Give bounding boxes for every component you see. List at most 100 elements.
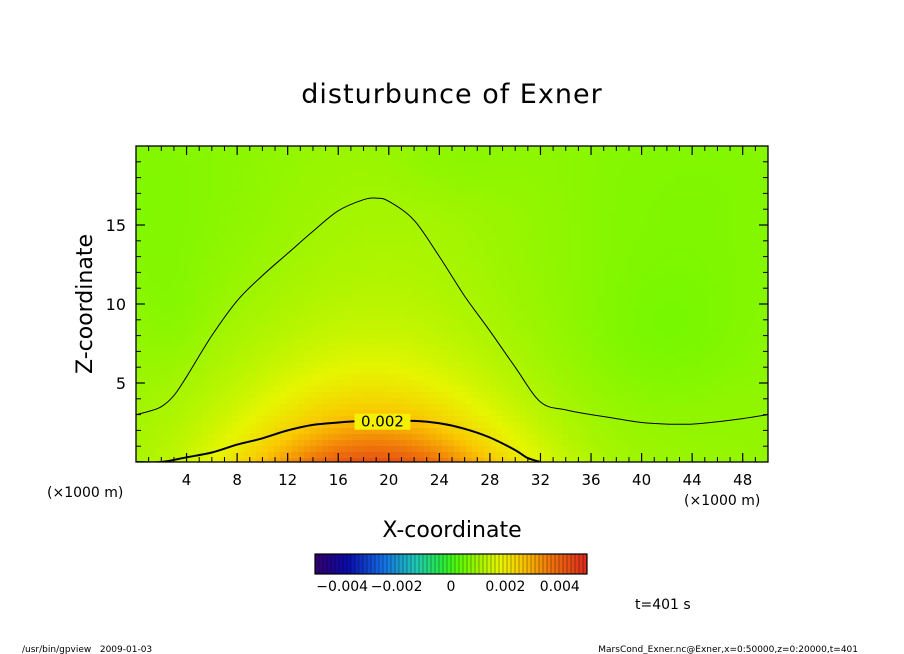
heatmap-cell — [154, 152, 161, 159]
heatmap-cell — [382, 428, 389, 435]
heatmap-cell — [142, 416, 149, 423]
heatmap-cell — [448, 248, 455, 255]
heatmap-cell — [556, 452, 563, 459]
heatmap-cell — [454, 176, 461, 183]
heatmap-cell — [466, 398, 473, 405]
heatmap-cell — [316, 188, 323, 195]
heatmap-cell — [538, 164, 545, 171]
heatmap-cell — [268, 386, 275, 393]
heatmap-cell — [142, 248, 149, 255]
heatmap-cell — [358, 350, 365, 357]
heatmap-cell — [268, 224, 275, 231]
heatmap-cell — [334, 326, 341, 333]
heatmap-cell — [142, 206, 149, 213]
heatmap-cell — [550, 212, 557, 219]
heatmap-cell — [364, 182, 371, 189]
heatmap-cell — [490, 194, 497, 201]
heatmap-cell — [322, 284, 329, 291]
heatmap-cell — [484, 458, 491, 462]
heatmap-cell — [616, 392, 623, 399]
heatmap-cell — [334, 368, 341, 375]
heatmap-cell — [400, 320, 407, 327]
heatmap-cell — [550, 272, 557, 279]
heatmap-cell — [274, 362, 281, 369]
heatmap-cell — [502, 446, 509, 453]
heatmap-cell — [604, 194, 611, 201]
heatmap-cell — [436, 272, 443, 279]
heatmap-cell — [214, 332, 221, 339]
heatmap-cell — [136, 224, 143, 231]
heatmap-cell — [160, 302, 167, 309]
heatmap-cell — [280, 224, 287, 231]
heatmap-cell — [358, 452, 365, 459]
heatmap-cell — [412, 440, 419, 447]
heatmap-cell — [142, 380, 149, 387]
heatmap-cell — [274, 146, 281, 153]
heatmap-cell — [142, 146, 149, 153]
heatmap-cell — [250, 170, 257, 177]
heatmap-cell — [604, 362, 611, 369]
heatmap-cell — [160, 380, 167, 387]
heatmap-cell — [184, 230, 191, 237]
heatmap-cell — [688, 416, 695, 423]
heatmap-cell — [388, 374, 395, 381]
heatmap-cell — [460, 266, 467, 273]
heatmap-cell — [388, 338, 395, 345]
heatmap-cell — [196, 350, 203, 357]
heatmap-cell — [154, 290, 161, 297]
heatmap-cell — [382, 284, 389, 291]
heatmap-cell — [640, 188, 647, 195]
heatmap-cell — [430, 452, 437, 459]
heatmap-cell — [436, 278, 443, 285]
heatmap-cell — [256, 272, 263, 279]
heatmap-cell — [598, 350, 605, 357]
heatmap-cell — [334, 194, 341, 201]
heatmap-cell — [520, 302, 527, 309]
heatmap-cell — [538, 266, 545, 273]
heatmap-cell — [502, 356, 509, 363]
heatmap-cell — [442, 302, 449, 309]
heatmap-cell — [466, 194, 473, 201]
heatmap-cell — [262, 248, 269, 255]
heatmap-cell — [406, 392, 413, 399]
heatmap-cell — [244, 248, 251, 255]
heatmap-cell — [520, 170, 527, 177]
heatmap-cell — [448, 362, 455, 369]
heatmap-cell — [346, 380, 353, 387]
heatmap-cell — [688, 278, 695, 285]
heatmap-cell — [520, 284, 527, 291]
heatmap-cell — [190, 320, 197, 327]
heatmap-cell — [172, 308, 179, 315]
heatmap-cell — [634, 410, 641, 417]
heatmap-cell — [136, 308, 143, 315]
heatmap-cell — [508, 170, 515, 177]
heatmap-cell — [220, 410, 227, 417]
heatmap-cell — [556, 176, 563, 183]
heatmap-cell — [430, 314, 437, 321]
heatmap-cell — [256, 170, 263, 177]
heatmap-cell — [376, 404, 383, 411]
heatmap-cell — [346, 158, 353, 165]
heatmap-cell — [604, 410, 611, 417]
heatmap-cell — [340, 236, 347, 243]
heatmap-cell — [286, 320, 293, 327]
heatmap-cell — [682, 212, 689, 219]
heatmap-cell — [568, 296, 575, 303]
heatmap-cell — [430, 224, 437, 231]
heatmap-cell — [298, 320, 305, 327]
heatmap-cell — [328, 446, 335, 453]
heatmap-cell — [490, 308, 497, 315]
heatmap-cell — [310, 200, 317, 207]
heatmap-cell — [220, 152, 227, 159]
heatmap-cell — [412, 350, 419, 357]
heatmap-cell — [616, 440, 623, 447]
heatmap-cell — [148, 374, 155, 381]
heatmap-cell — [478, 230, 485, 237]
heatmap-cell — [148, 254, 155, 261]
heatmap-cell — [502, 326, 509, 333]
heatmap-cell — [430, 188, 437, 195]
heatmap-cell — [496, 206, 503, 213]
heatmap-cell — [400, 338, 407, 345]
heatmap-cell — [550, 290, 557, 297]
heatmap-cell — [484, 158, 491, 165]
